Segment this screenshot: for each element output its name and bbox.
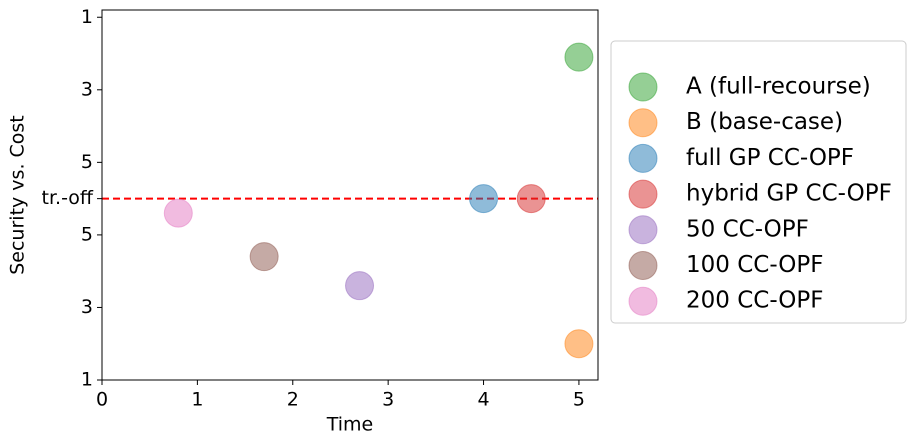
x-tick-label: 5: [573, 389, 585, 411]
point: [516, 184, 546, 214]
legend-label: 100 CC-OPF: [686, 252, 823, 278]
legend-label: 200 CC-OPF: [686, 288, 823, 314]
legend-marker: [628, 215, 658, 245]
legend-marker: [628, 143, 658, 173]
legend-marker: [628, 108, 658, 138]
x-tick-label: 2: [287, 389, 299, 411]
y-tick-label: 1: [81, 6, 93, 28]
legend-label: hybrid GP CC-OPF: [686, 181, 892, 207]
y-tick-label: 5: [81, 223, 93, 245]
x-axis-label: Time: [326, 414, 374, 436]
legend-marker: [628, 72, 658, 102]
y-tick-label: 1: [81, 369, 93, 391]
y-axis-label: Security vs. Cost: [7, 115, 29, 275]
legend-label: B (base-case): [686, 109, 843, 135]
legend-label: A (full-recourse): [686, 74, 871, 100]
legend-box: [610, 40, 907, 324]
point: [469, 184, 499, 214]
legend-label: 50 CC-OPF: [686, 216, 809, 242]
point: [249, 242, 279, 272]
x-tick-label: 1: [191, 389, 203, 411]
plot-frame: [101, 9, 599, 381]
point: [564, 42, 594, 72]
x-tick-label: 0: [96, 389, 108, 411]
x-tick-label: 3: [382, 389, 394, 411]
y-tick-label: 5: [81, 151, 93, 173]
legend-marker: [628, 251, 658, 280]
x-tick-label: 4: [477, 389, 489, 411]
legend-marker: [628, 179, 658, 209]
point: [163, 198, 193, 228]
point: [345, 271, 375, 301]
legend-label: full GP CC-OPF: [686, 145, 854, 171]
y-tick-label: 3: [81, 78, 93, 100]
point: [564, 329, 594, 359]
legend-marker: [628, 286, 658, 316]
y-tick-label: 3: [81, 296, 93, 318]
y-tick-label: tr.-off: [42, 187, 94, 209]
